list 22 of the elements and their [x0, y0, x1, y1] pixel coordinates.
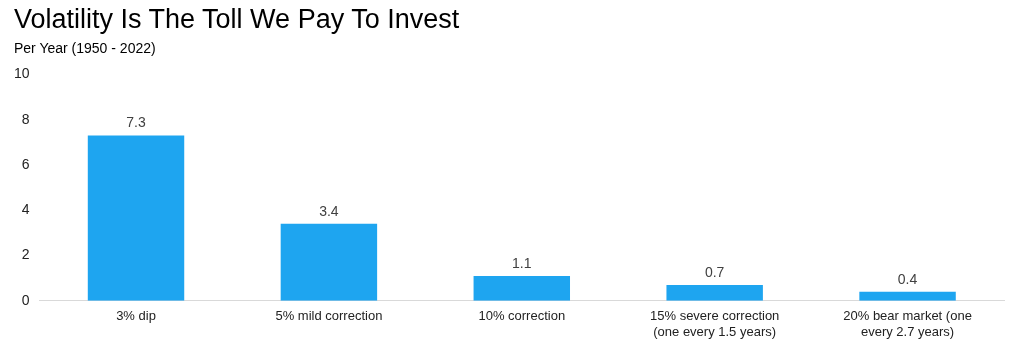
data-label: 0.7	[704, 263, 725, 280]
x-tick-label: 10% correction	[478, 308, 566, 324]
x-tick-label: 3% dip	[116, 308, 156, 324]
bar	[666, 284, 763, 301]
y-tick-label: 6	[21, 155, 30, 172]
data-label: 1.1	[512, 254, 532, 271]
y-tick-label: 4	[21, 201, 30, 218]
y-tick-label: 0	[21, 291, 30, 308]
x-tick-label: 20% bear market (one every 2.7 years)	[843, 308, 972, 339]
y-tick-label: 2	[21, 246, 30, 263]
x-tick-label: 15% severe correction (one every 1.5 years)	[650, 308, 780, 339]
chart-subtitle: Per Year (1950 - 2022)	[14, 40, 156, 56]
chart-title: Volatility Is The Toll We Pay To Invest	[14, 4, 460, 35]
y-tick-label: 10	[13, 65, 30, 82]
bar	[87, 135, 185, 301]
data-label: 3.4	[319, 202, 339, 219]
data-label: 0.4	[897, 270, 918, 287]
bar	[473, 275, 571, 301]
data-label: 7.3	[126, 114, 146, 131]
y-tick-label: 8	[21, 110, 30, 127]
bar	[280, 223, 378, 301]
x-tick-label: 5% mild correction	[275, 308, 383, 324]
